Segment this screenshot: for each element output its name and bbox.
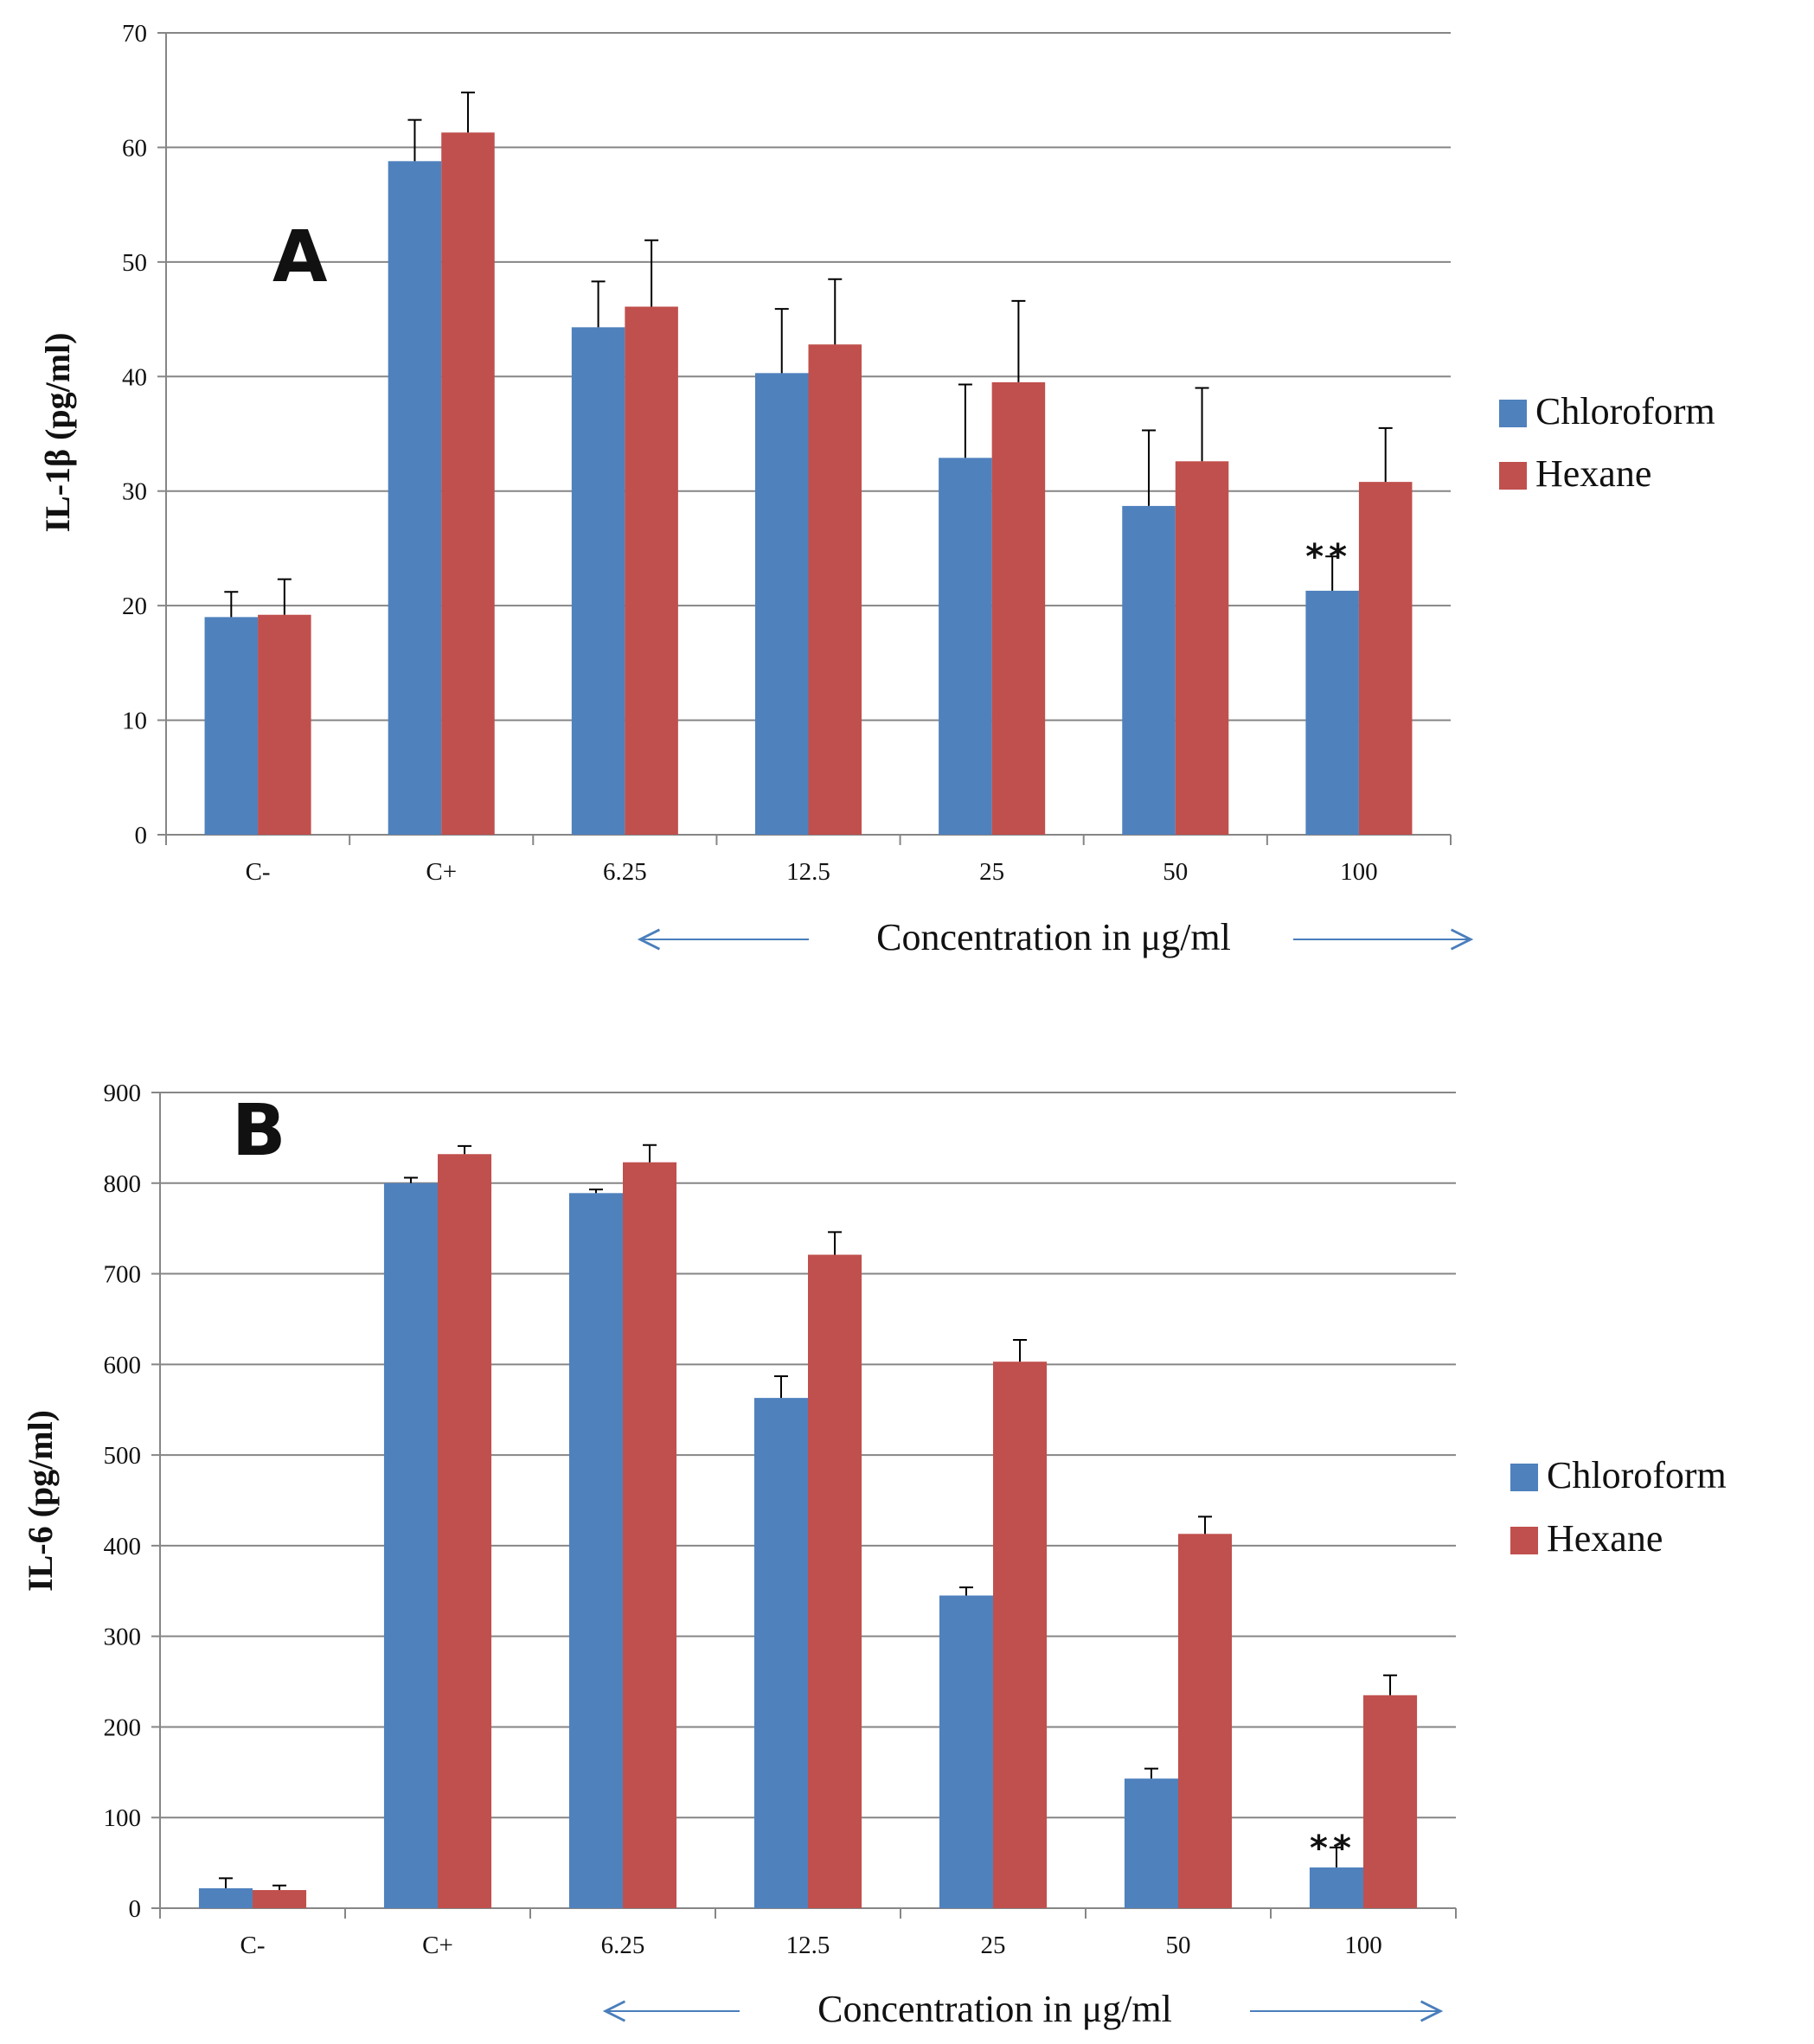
bar-hexane [441, 132, 495, 835]
chart-panel-b: 0 100 200 300 400 500 600 700 800 900 C- C+ 6.25 12.5… [21, 1080, 1727, 2030]
bar-hexane [625, 306, 678, 835]
y-tick-label: 600 [104, 1351, 142, 1379]
y-tick-label: 20 [122, 593, 147, 620]
x-tick-label: 12.5 [786, 1932, 830, 1959]
y-tick-label: 60 [122, 134, 147, 162]
bar-chloroform [1124, 1778, 1178, 1908]
bar-chloroform [753, 1398, 808, 1908]
bar-chloroform [754, 373, 809, 835]
significance-annotation: ** [1305, 537, 1352, 577]
x-tick-label: 50 [1166, 1932, 1191, 1959]
bar-chloroform [939, 1595, 993, 1908]
bar-hexane [993, 1362, 1048, 1908]
bar-hexane [808, 344, 862, 836]
x-tick-label: 6.25 [603, 858, 647, 886]
bar-hexane [991, 381, 1046, 836]
panel-label-a: A [272, 216, 328, 298]
x-tick-label: 25 [979, 858, 1004, 886]
x-tick-label: C+ [426, 858, 457, 886]
x-tick-label: C- [240, 1932, 266, 1959]
x-tick-label: C- [246, 858, 271, 886]
legend-label-chloroform: Chloroform [1535, 390, 1715, 433]
bar-chloroform [1122, 505, 1176, 835]
bar-chloroform [571, 327, 625, 835]
x-tick-label: 6.25 [601, 1932, 645, 1959]
bar-hexane [1178, 1534, 1233, 1908]
x-axis-label: Concentration in μg/ml [817, 1988, 1172, 2030]
bar-hexane [258, 614, 311, 835]
bar-hexane [1358, 482, 1413, 835]
legend-label-hexane: Hexane [1535, 452, 1651, 495]
chart-panel-a: 0 10 20 30 40 50 60 70 C- C+ 6.25 12.5 25 50 100 ** A IL-… [38, 20, 1715, 958]
x-tick-label: 25 [981, 1932, 1006, 1959]
y-tick-label: 400 [104, 1533, 142, 1560]
bar-chloroform [568, 1193, 623, 1908]
bar-hexane [1175, 461, 1229, 835]
x-tick-label: C+ [422, 1932, 453, 1959]
legend-swatch-chloroform [1499, 400, 1527, 427]
y-tick-label: 70 [122, 20, 147, 48]
y-tick-label: 500 [104, 1442, 142, 1470]
y-tick-label: 100 [104, 1804, 142, 1832]
x-tick-label: 100 [1340, 858, 1378, 886]
y-tick-label: 10 [122, 708, 147, 735]
y-tick-label: 0 [129, 1895, 142, 1923]
legend-label-hexane: Hexane [1547, 1517, 1663, 1560]
y-tick-label: 700 [104, 1261, 142, 1289]
legend-label-chloroform: Chloroform [1547, 1454, 1727, 1496]
bar-chloroform [198, 1887, 253, 1908]
bar-chloroform [383, 1182, 438, 1908]
bar-chloroform [1305, 590, 1359, 835]
bar-chloroform [939, 458, 992, 835]
legend-swatch-hexane [1510, 1527, 1538, 1554]
bar-hexane [808, 1254, 862, 1908]
bar-chloroform [1309, 1867, 1363, 1908]
y-tick-label: 900 [104, 1080, 142, 1107]
significance-annotation: ** [1310, 1829, 1356, 1868]
y-axis-label: IL-6 (pg/ml) [21, 1410, 60, 1592]
y-axis-label: IL-1β (pg/ml) [38, 332, 77, 532]
x-tick-label: 100 [1344, 1932, 1382, 1959]
bar-hexane [438, 1154, 492, 1908]
panel-label-b: B [232, 1090, 286, 1172]
bar-chloroform [204, 617, 259, 835]
y-tick-label: 50 [122, 249, 147, 277]
y-tick-label: 0 [135, 822, 148, 849]
y-tick-label: 800 [104, 1170, 142, 1198]
bar-chloroform [388, 161, 442, 835]
x-axis-label: Concentration in μg/ml [876, 916, 1231, 958]
x-tick-label: 50 [1163, 858, 1188, 886]
legend-swatch-hexane [1499, 462, 1527, 490]
legend-swatch-chloroform [1510, 1464, 1538, 1491]
bar-hexane [1363, 1695, 1418, 1908]
y-tick-label: 30 [122, 478, 147, 506]
x-tick-label: 12.5 [786, 858, 830, 886]
bar-hexane [623, 1162, 677, 1908]
bar-hexane [253, 1890, 307, 1908]
y-tick-label: 40 [122, 363, 147, 391]
y-tick-label: 200 [104, 1714, 142, 1741]
y-tick-label: 300 [104, 1624, 142, 1651]
